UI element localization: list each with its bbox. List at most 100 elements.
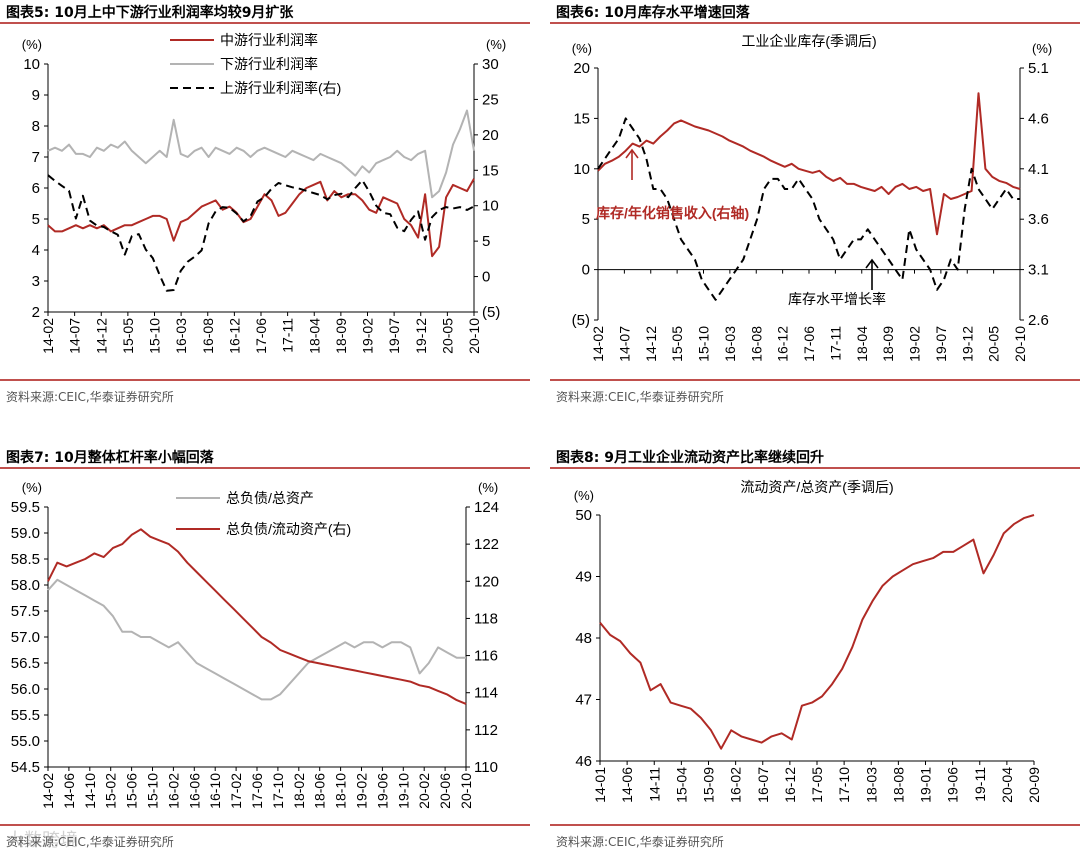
right-tick-label: 30	[482, 56, 499, 73]
right-tick-label: 0	[482, 269, 490, 286]
x-tick-label: 15-02	[103, 773, 119, 809]
right-tick-label: 120	[474, 573, 499, 590]
x-tick-label: 17-06	[253, 318, 269, 354]
x-tick-label: 18-09	[880, 326, 896, 362]
x-tick-label: 14-02	[590, 326, 606, 362]
chart-title: 流动资产/总资产(季调后)	[740, 479, 893, 495]
title-rule	[550, 467, 1080, 469]
x-tick-label: 19-02	[907, 326, 923, 362]
x-tick-label: 18-10	[333, 773, 349, 809]
title-rule	[0, 22, 530, 24]
panel-leverage: 图表7: 10月整体杠杆率小幅回落 54.5 55.0 55.5 56.0 56.5 57…	[0, 445, 530, 865]
series-line-0	[597, 92, 1021, 236]
annotation-label: 库存/年化销售收入(右轴)	[596, 205, 749, 221]
right-tick-label: 3.6	[1028, 211, 1049, 228]
source-rule	[550, 824, 1080, 826]
left-tick-label: 59.0	[11, 525, 40, 542]
chart-inventory: (5) 0 5 10 15 20 (%) 2.6 3.1 3.6 4.1 4.6 5.1 (%) 14-02…	[572, 33, 1053, 362]
x-tick-label: 14-02	[40, 773, 56, 809]
chart-profit-margins: 2 3 4 5 6 7 8 9 10 (%) (5) 0 5 10 15 20 25 30 (%) 14-02 14-0…	[22, 32, 506, 354]
x-tick-label: 16-12	[226, 318, 242, 354]
title-rule	[550, 22, 1080, 24]
right-tick-label: 5	[482, 233, 490, 250]
right-tick-label: (5)	[482, 304, 500, 321]
legend-label: 上游行业利润率(右)	[220, 80, 341, 96]
x-tick-label: 19-06	[374, 773, 390, 809]
right-tick-label: 4.1	[1028, 161, 1049, 178]
x-tick-label: 14-06	[619, 767, 635, 803]
annotation-arrowhead	[625, 148, 639, 159]
series-line-0	[47, 178, 475, 258]
right-tick-label: 112	[474, 722, 498, 739]
x-tick-label: 14-11	[646, 767, 662, 802]
x-tick-label: 18-02	[291, 773, 307, 809]
x-tick-label: 19-10	[395, 773, 411, 809]
series-line-1	[47, 109, 475, 199]
annotation-label: 库存水平增长率	[788, 291, 886, 307]
right-tick-label: 3.1	[1028, 262, 1049, 279]
right-axis-unit: (%)	[1032, 41, 1052, 56]
left-axis-unit: (%)	[572, 41, 592, 56]
x-tick-label: 15-10	[696, 326, 712, 362]
x-tick-label: 14-12	[643, 326, 659, 362]
x-tick-label: 15-05	[669, 326, 685, 362]
x-tick-label: 14-07	[616, 326, 632, 362]
left-tick-label: 2	[32, 304, 40, 321]
left-tick-label: 20	[573, 60, 590, 77]
x-tick-label: 17-06	[801, 326, 817, 362]
series-line-1	[47, 528, 467, 705]
x-tick-label: 20-02	[416, 773, 432, 809]
x-tick-label: 18-06	[312, 773, 328, 809]
series-line-0	[47, 578, 466, 701]
x-tick-label: 17-10	[270, 773, 286, 809]
x-tick-label: 17-11	[280, 318, 296, 353]
right-axis-unit: (%)	[486, 37, 506, 52]
x-tick-label: 15-06	[124, 773, 140, 809]
panel-title: 图表6: 10月库存水平增速回落	[556, 5, 750, 21]
left-tick-label: 56.5	[11, 655, 40, 672]
x-tick-label: 18-09	[333, 318, 349, 354]
x-tick-label: 16-07	[755, 767, 771, 803]
source-note: 资料来源:CEIC,华泰证券研究所	[556, 835, 724, 849]
series-line-0	[599, 514, 1035, 750]
right-tick-label: 124	[474, 499, 499, 516]
x-tick-label: 15-10	[147, 318, 163, 354]
x-tick-label: 16-08	[200, 318, 216, 354]
source-note: 资料来源:CEIC,华泰证券研究所	[556, 390, 724, 404]
x-tick-label: 18-04	[306, 318, 322, 354]
legend-label: 中游行业利润率	[220, 32, 318, 48]
annotation-arrowhead	[865, 258, 879, 269]
x-tick-label: 19-02	[360, 318, 376, 354]
series-line-1	[597, 117, 1020, 301]
right-tick-label: 2.6	[1028, 312, 1049, 329]
x-tick-label: 20-04	[999, 767, 1015, 803]
x-tick-label: 19-07	[386, 318, 402, 354]
left-tick-label: 47	[575, 692, 592, 709]
x-tick-label: 20-10	[1012, 326, 1028, 362]
panel-current-assets: 图表8: 9月工业企业流动资产比率继续回升 46 47 48 49 50 (%) 14-01…	[550, 445, 1080, 865]
right-tick-label: 5.1	[1028, 60, 1049, 77]
x-tick-label: 20-05	[439, 318, 455, 354]
legend-label: 总负债/流动资产(右)	[226, 521, 351, 537]
source-note: 资料来源:CEIC,华泰证券研究所	[6, 390, 174, 404]
panel-title: 图表5: 10月上中下游行业利润率均较9月扩张	[6, 5, 294, 21]
left-tick-label: 58.0	[11, 577, 40, 594]
source-rule	[0, 824, 530, 826]
left-tick-label: 6	[32, 180, 40, 197]
x-tick-label: 19-11	[972, 767, 988, 802]
left-tick-label: 7	[32, 149, 40, 166]
x-tick-label: 15-04	[673, 767, 689, 803]
panel-profit-margins: 图表5: 10月上中下游行业利润率均较9月扩张 2 3 4 5 6 7 8 9 10 (%) (5)…	[0, 0, 530, 420]
right-tick-label: 15	[482, 162, 499, 179]
panel-inventory: 图表6: 10月库存水平增速回落 (5) 0 5 10 15 20 (%) 2.6 3.1 3.6…	[550, 0, 1080, 420]
x-tick-label: 15-10	[145, 773, 161, 809]
x-tick-label: 20-10	[466, 318, 482, 354]
left-tick-label: (5)	[572, 312, 590, 329]
left-tick-label: 57.5	[11, 603, 40, 620]
right-tick-label: 110	[474, 759, 498, 776]
left-tick-label: 50	[575, 507, 592, 524]
x-tick-label: 16-03	[173, 318, 189, 354]
chart-leverage: 54.5 55.0 55.5 56.0 56.5 57.0 57.5 58.0 58.5 59.0…	[11, 480, 499, 809]
x-tick-label: 17-11	[827, 326, 843, 361]
left-tick-label: 54.5	[11, 759, 40, 776]
